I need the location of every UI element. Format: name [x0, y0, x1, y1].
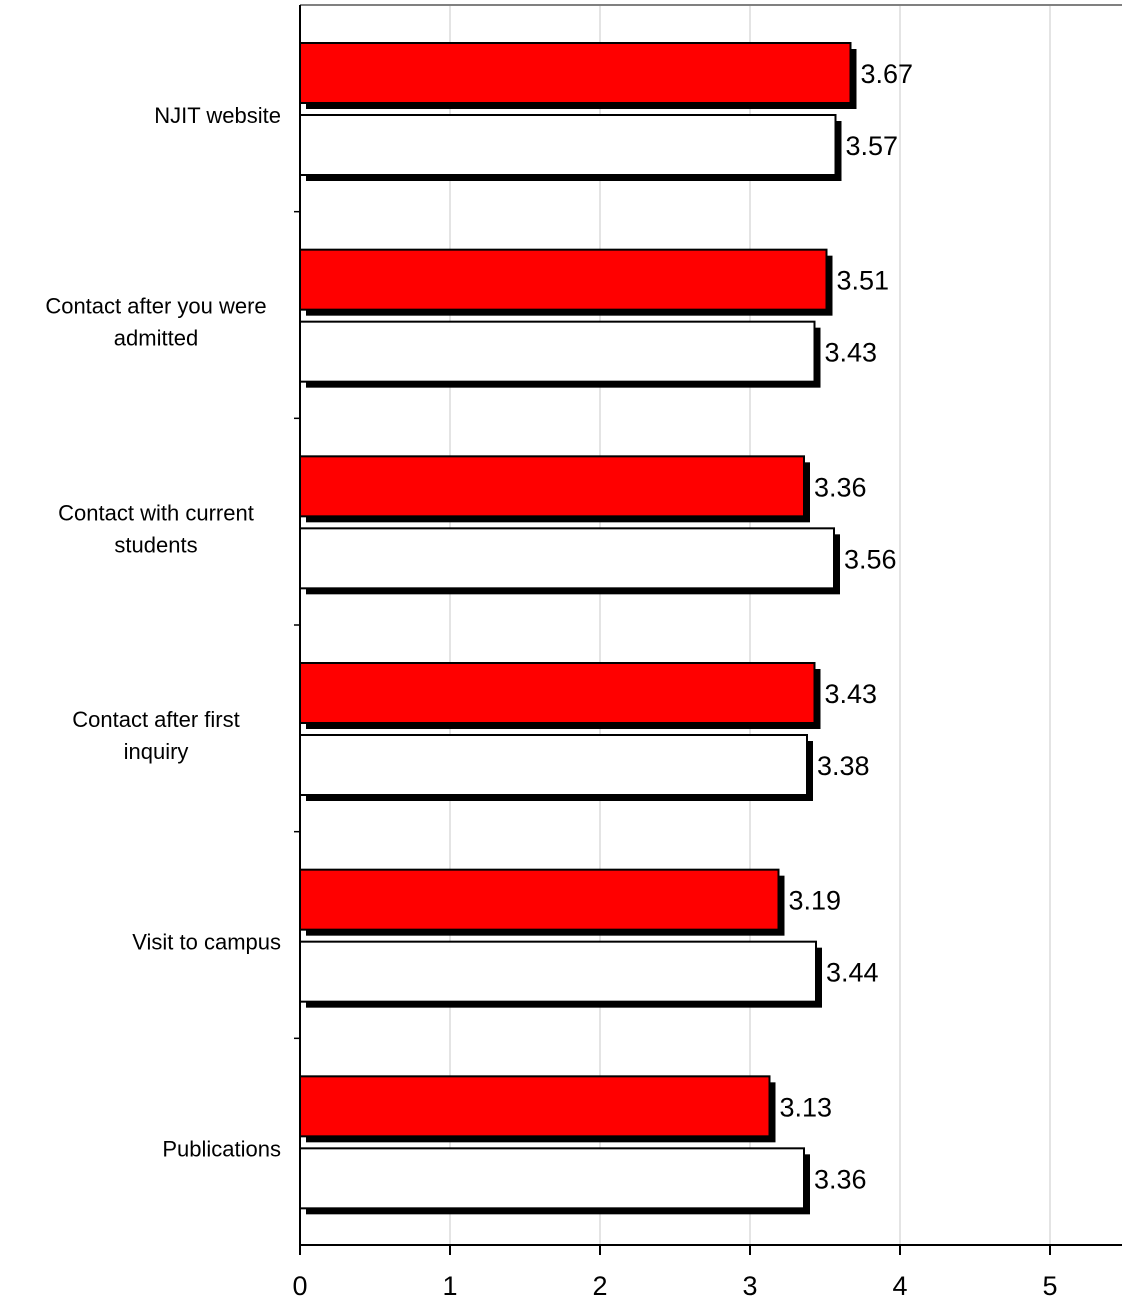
x-tick-label: 1 [442, 1271, 457, 1301]
bar-4-1 [299, 940, 817, 1003]
x-tick-label: 0 [292, 1271, 307, 1301]
value-label: 3.67 [861, 59, 914, 89]
value-label: 3.13 [780, 1092, 833, 1122]
category-label: Publications [162, 1136, 281, 1161]
category-label: Contact with current students [58, 500, 254, 557]
bar-0-0 [299, 42, 852, 104]
value-label: 3.36 [814, 472, 867, 502]
x-tick-label: 3 [742, 1271, 757, 1301]
labels: 3.67 3.57 NJIT website 3.51 3.43 Contact afte… [45, 59, 1057, 1301]
bar-1-0 [299, 248, 828, 311]
bar-4-0 [299, 868, 780, 931]
x-tick-label: 4 [892, 1271, 907, 1301]
bar-2-0 [299, 455, 805, 518]
bar-0-1 [299, 114, 837, 176]
bar-1-1 [299, 320, 816, 383]
x-tick-label: 2 [592, 1271, 607, 1301]
bars [299, 42, 857, 1215]
bar-3-1 [299, 734, 808, 796]
x-tick-label: 5 [1042, 1271, 1057, 1301]
value-label: 3.38 [817, 751, 870, 781]
value-label: 3.43 [825, 338, 878, 368]
category-label: Contact after you were admitted [45, 294, 266, 351]
value-label: 3.19 [789, 886, 842, 916]
value-label: 3.44 [826, 958, 879, 988]
value-label: 3.56 [844, 544, 897, 574]
bar-5-1 [299, 1147, 805, 1210]
bar-2-1 [299, 527, 835, 590]
category-label: NJIT website [154, 103, 281, 128]
bar-3-0 [299, 662, 816, 724]
category-label: Visit to campus [132, 930, 281, 955]
category-label: Contact after first inquiry [72, 707, 240, 764]
value-label: 3.57 [846, 131, 899, 161]
value-label: 3.51 [837, 266, 890, 296]
gridlines [449, 5, 1051, 1245]
axes [294, 5, 1122, 1255]
bar-5-0 [299, 1075, 771, 1138]
value-label: 3.43 [825, 679, 878, 709]
value-label: 3.36 [814, 1164, 867, 1194]
